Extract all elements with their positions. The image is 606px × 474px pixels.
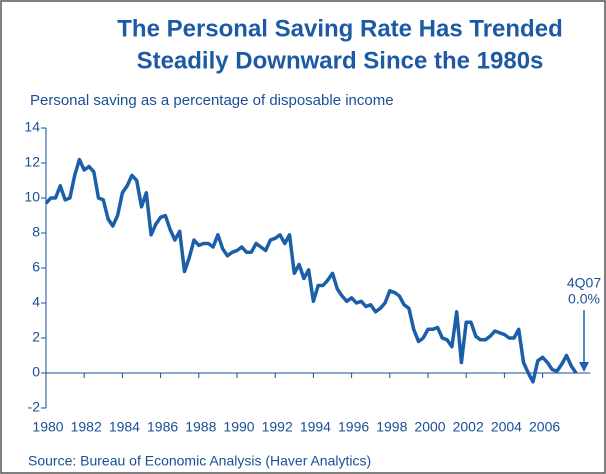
x-tick-label: 1992	[262, 419, 293, 435]
y-tick-label: 10	[24, 189, 40, 205]
y-tick-label: 2	[32, 329, 40, 345]
x-tick-label: 2002	[453, 419, 484, 435]
arrow-head	[579, 362, 589, 372]
y-tick-label: 0	[32, 364, 40, 380]
x-tick-label: 1980	[32, 419, 63, 435]
x-tick-label: 1984	[109, 419, 140, 435]
x-tick-label: 1986	[147, 419, 178, 435]
annotation: 4Q07	[567, 275, 601, 291]
y-tick-label: 6	[32, 259, 40, 275]
chart-title: Steadily Downward Since the 1980s	[137, 47, 544, 74]
annotation: 0.0%	[568, 291, 600, 307]
x-tick-label: 1982	[71, 419, 102, 435]
x-tick-label: 1994	[300, 419, 331, 435]
y-tick-label: 8	[32, 224, 40, 240]
x-tick-label: 1996	[338, 419, 369, 435]
y-tick-label: 4	[32, 294, 40, 310]
subtitle: Personal saving as a percentage of dispo…	[30, 92, 394, 109]
x-tick-label: 1988	[185, 419, 216, 435]
y-tick-label: 14	[24, 119, 40, 135]
series-line	[44, 157, 578, 384]
x-tick-label: 2000	[414, 419, 445, 435]
y-tick-label: 12	[24, 154, 40, 170]
source: Source: Bureau of Economic Analysis (Hav…	[28, 453, 371, 469]
x-tick-label: 2006	[529, 419, 560, 435]
x-tick-label: 1990	[223, 419, 254, 435]
chart-title: The Personal Saving Rate Has Trended	[117, 15, 562, 42]
x-tick-label: 1998	[376, 419, 407, 435]
x-tick-label: 2004	[491, 419, 522, 435]
y-tick-label: -2	[28, 399, 41, 415]
